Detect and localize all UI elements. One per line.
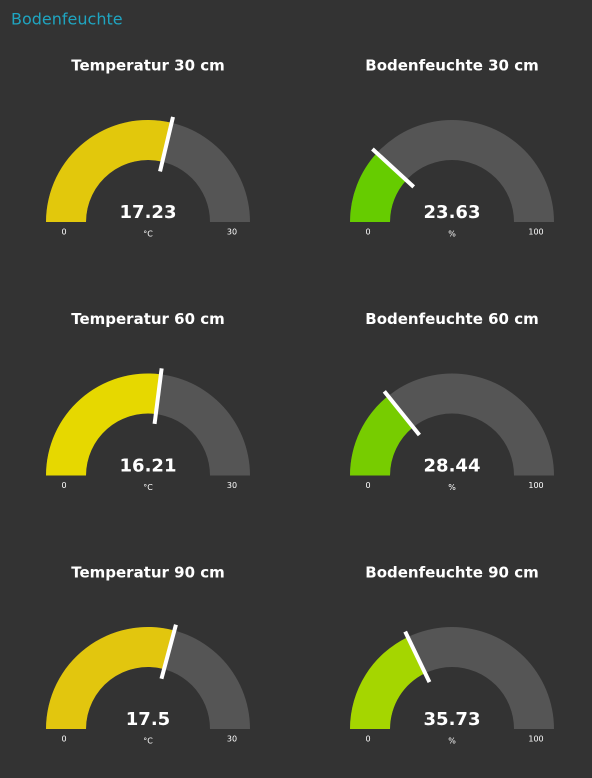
gauge-title: Bodenfeuchte 90 cm [365,564,538,582]
gauge-track [350,120,554,222]
gauge-unit: °C [143,737,153,746]
gauge-title: Temperatur 90 cm [71,564,225,582]
gauge-unit: °C [143,483,153,492]
gauge-unit: % [448,230,456,239]
gauge-max: 100 [528,735,543,744]
gauge-fill [46,627,175,729]
gauge-needle [403,630,432,684]
gauge-needle [152,368,164,425]
gauge-needle [382,390,421,437]
gauge-max: 30 [227,481,237,490]
gauge-min: 0 [61,735,66,744]
gauge-max: 30 [227,735,237,744]
gauge-fill [350,396,414,476]
gauge-title: Temperatur 60 cm [71,310,225,328]
gauge-value: 35.73 [424,709,481,730]
gauge-min: 0 [61,481,66,490]
gauge-fill [350,153,407,222]
gauge-fill [350,637,426,729]
gauge-max: 100 [528,228,543,237]
gauge-needle [158,116,175,172]
gauge-value: 23.63 [424,202,481,223]
gauge-min: 0 [61,228,66,237]
gauge-max: 100 [528,481,543,490]
gauge-fill [46,120,172,222]
gauge-min: 0 [365,481,370,490]
gauge-title: Bodenfeuchte 30 cm [365,57,538,75]
gauge-value: 16.21 [120,456,177,477]
gauge-title: Bodenfeuchte 60 cm [365,310,538,328]
gauge-unit: % [448,483,456,492]
gauge-value: 17.5 [126,709,170,730]
gauge-unit: °C [143,230,153,239]
gauge-min: 0 [365,228,370,237]
gauge-needle [371,147,416,189]
gauge-unit: % [448,737,456,746]
gauge-title: Temperatur 30 cm [71,57,225,75]
gauge-value: 17.23 [120,202,177,223]
gauge-track [350,373,554,476]
gauge-fill [46,373,161,476]
gauge-max: 30 [227,228,237,237]
gauge-needle [159,624,178,680]
gauge-min: 0 [365,735,370,744]
header-title: Bodenfeuchte [11,10,123,29]
gauge-value: 28.44 [424,456,481,477]
